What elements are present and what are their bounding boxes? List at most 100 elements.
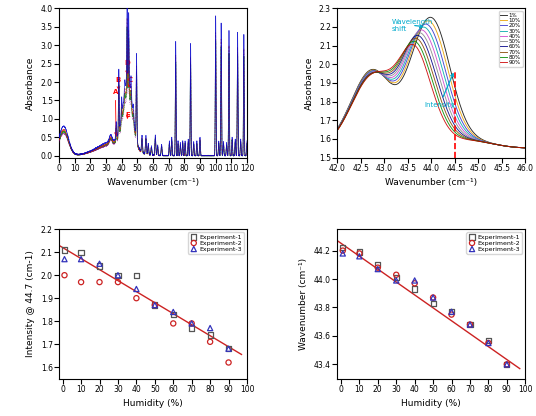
Legend: 1%, 10%, 20%, 30%, 40%, 50%, 60%, 70%, 80%, 90%: 1%, 10%, 20%, 30%, 40%, 50%, 60%, 70%, 8…: [498, 11, 523, 67]
Experiment-3: [355, 253, 363, 260]
Experiment-2: [447, 311, 456, 318]
20%: [522, 145, 528, 150]
30%: [454, 114, 460, 119]
Y-axis label: Intensity @ 44.7 (cm-1): Intensity @ 44.7 (cm-1): [26, 250, 35, 357]
50%: [416, 30, 422, 35]
Experiment-2: [355, 250, 363, 257]
Experiment-2: [206, 339, 214, 345]
Experiment-1: [188, 325, 196, 332]
50%: [496, 143, 503, 148]
90%: [477, 139, 483, 144]
20%: [422, 22, 429, 27]
70%: [496, 143, 503, 148]
Experiment-1: [429, 300, 437, 307]
60%: [496, 143, 503, 148]
Experiment-2: [392, 271, 400, 278]
70%: [334, 128, 340, 133]
10%: [346, 104, 352, 109]
Line: 40%: 40%: [337, 30, 525, 148]
Experiment-3: [429, 294, 437, 301]
30%: [443, 82, 450, 87]
70%: [449, 122, 455, 127]
20%: [454, 108, 460, 113]
70%: [443, 112, 450, 117]
X-axis label: Wavenumber (cm⁻¹): Wavenumber (cm⁻¹): [385, 178, 478, 188]
Y-axis label: Wavenumber (cm⁻¹): Wavenumber (cm⁻¹): [300, 258, 308, 350]
40%: [449, 106, 455, 111]
40%: [477, 138, 483, 143]
Experiment-2: [484, 340, 493, 347]
Experiment-2: [466, 321, 474, 328]
Line: 70%: 70%: [337, 38, 525, 148]
70%: [346, 107, 352, 112]
30%: [346, 105, 352, 110]
90%: [334, 128, 340, 133]
Experiment-1: [339, 245, 347, 251]
80%: [443, 118, 450, 123]
90%: [496, 143, 503, 148]
Experiment-2: [188, 320, 196, 327]
1%: [427, 15, 434, 20]
80%: [449, 126, 455, 131]
Experiment-3: [484, 340, 493, 347]
80%: [411, 39, 417, 44]
Experiment-2: [114, 279, 122, 285]
Line: 80%: 80%: [337, 41, 525, 148]
60%: [454, 126, 460, 131]
Experiment-1: [114, 272, 122, 279]
Line: 50%: 50%: [337, 32, 525, 148]
40%: [454, 119, 460, 124]
50%: [443, 99, 450, 104]
Text: Wavelength
shift: Wavelength shift: [391, 19, 433, 32]
30%: [334, 127, 340, 132]
10%: [496, 143, 503, 148]
60%: [414, 33, 420, 38]
Experiment-3: [392, 277, 400, 284]
Text: B: B: [116, 77, 121, 89]
1%: [346, 104, 352, 109]
Text: Intensity: Intensity: [424, 74, 455, 108]
Text: C: C: [128, 77, 133, 87]
80%: [522, 145, 528, 150]
Experiment-1: [60, 247, 69, 253]
Experiment-3: [206, 325, 214, 332]
Experiment-1: [466, 321, 474, 328]
1%: [443, 52, 450, 57]
10%: [449, 82, 455, 87]
Line: 10%: 10%: [337, 21, 525, 148]
Experiment-3: [339, 250, 347, 257]
Line: 1%: 1%: [337, 17, 525, 148]
Experiment-1: [374, 262, 382, 268]
Experiment-2: [95, 279, 104, 285]
50%: [454, 123, 460, 128]
Experiment-2: [151, 302, 159, 308]
20%: [346, 105, 352, 110]
Experiment-1: [392, 274, 400, 281]
20%: [477, 137, 483, 142]
1%: [454, 93, 460, 98]
Experiment-3: [374, 266, 382, 272]
Experiment-1: [411, 286, 419, 292]
60%: [346, 106, 352, 111]
60%: [334, 127, 340, 132]
Legend: Experiment-1, Experiment-2, Experiment-3: Experiment-1, Experiment-2, Experiment-3: [188, 233, 244, 253]
70%: [412, 36, 419, 41]
Experiment-3: [60, 256, 69, 262]
Experiment-2: [374, 264, 382, 271]
80%: [477, 139, 483, 144]
Experiment-3: [95, 260, 104, 267]
Experiment-3: [151, 302, 159, 308]
20%: [443, 72, 450, 77]
60%: [449, 117, 455, 122]
40%: [346, 106, 352, 111]
Text: D: D: [124, 60, 130, 74]
Experiment-3: [188, 320, 196, 327]
Experiment-3: [466, 321, 474, 328]
70%: [477, 139, 483, 144]
50%: [522, 145, 528, 150]
80%: [454, 132, 460, 137]
Experiment-3: [132, 286, 140, 292]
Experiment-2: [429, 294, 437, 301]
20%: [496, 143, 503, 148]
X-axis label: Wavenumber (cm⁻¹): Wavenumber (cm⁻¹): [107, 178, 199, 188]
